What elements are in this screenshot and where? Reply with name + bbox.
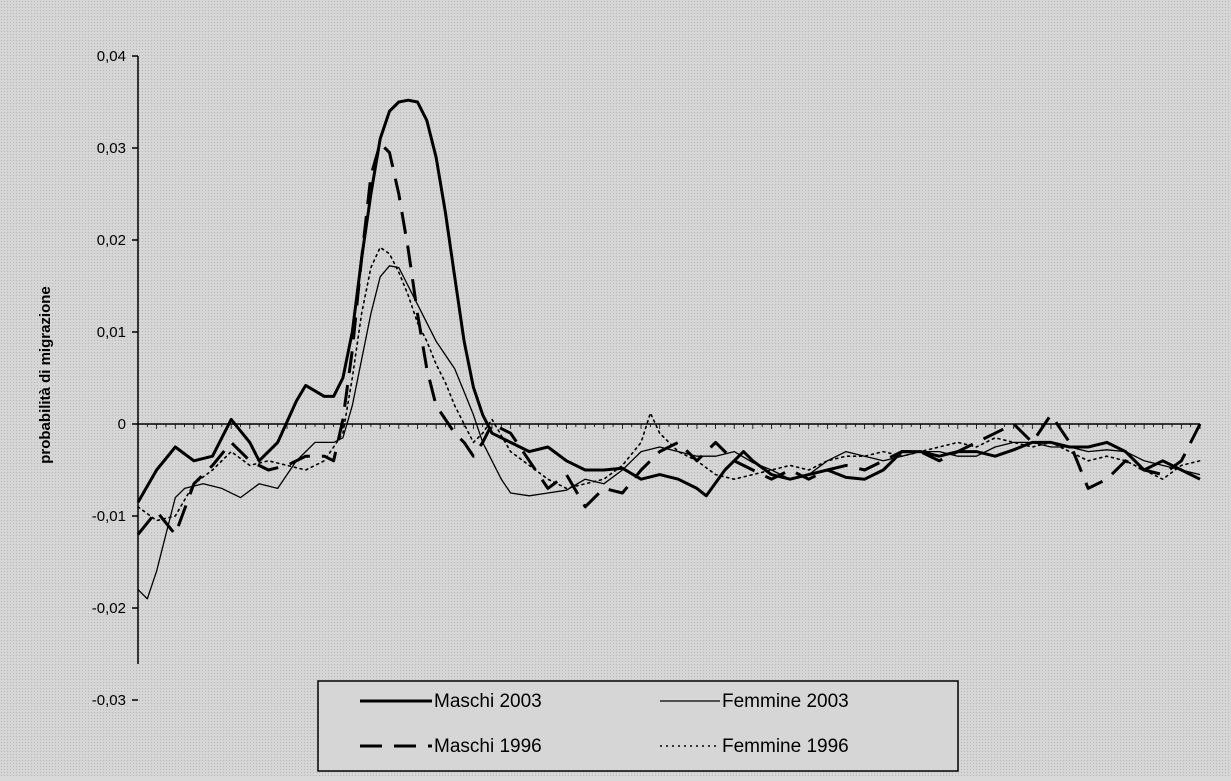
y-axis-label: probabilità di migrazione (37, 286, 54, 464)
legend-label: Femmine 2003 (722, 691, 849, 712)
y-tick-label: 0,01 (97, 324, 126, 341)
series-line-maschi-2003 (136, 98, 1201, 503)
series-line-femmine-1996 (137, 246, 1201, 522)
y-tick-label: -0,03 (92, 692, 126, 709)
series-line-femmine-2003 (137, 265, 1201, 600)
y-tick-label: 0,04 (97, 48, 126, 65)
y-tick-label: -0,02 (92, 600, 126, 617)
axes-layer: 0,04 0,03 0,02 0,01 0 -0,01 -0,02 -0,03 (92, 48, 1201, 709)
y-tick-label: -0,01 (92, 508, 126, 525)
series-layer (136, 98, 1202, 600)
legend-box (317, 680, 959, 772)
y-tick-label: 0,02 (97, 232, 126, 249)
legend-label: Maschi 1996 (434, 736, 542, 757)
legend-label: Femmine 1996 (722, 736, 849, 757)
y-tick-label: 0,03 (97, 140, 126, 157)
legend-label: Maschi 2003 (434, 691, 542, 712)
legend: Maschi 2003 Femmine 2003 Maschi 1996 Femmin… (317, 680, 959, 772)
y-tick-label: 0 (118, 416, 126, 433)
series-line-maschi-1996 (136, 141, 1202, 536)
